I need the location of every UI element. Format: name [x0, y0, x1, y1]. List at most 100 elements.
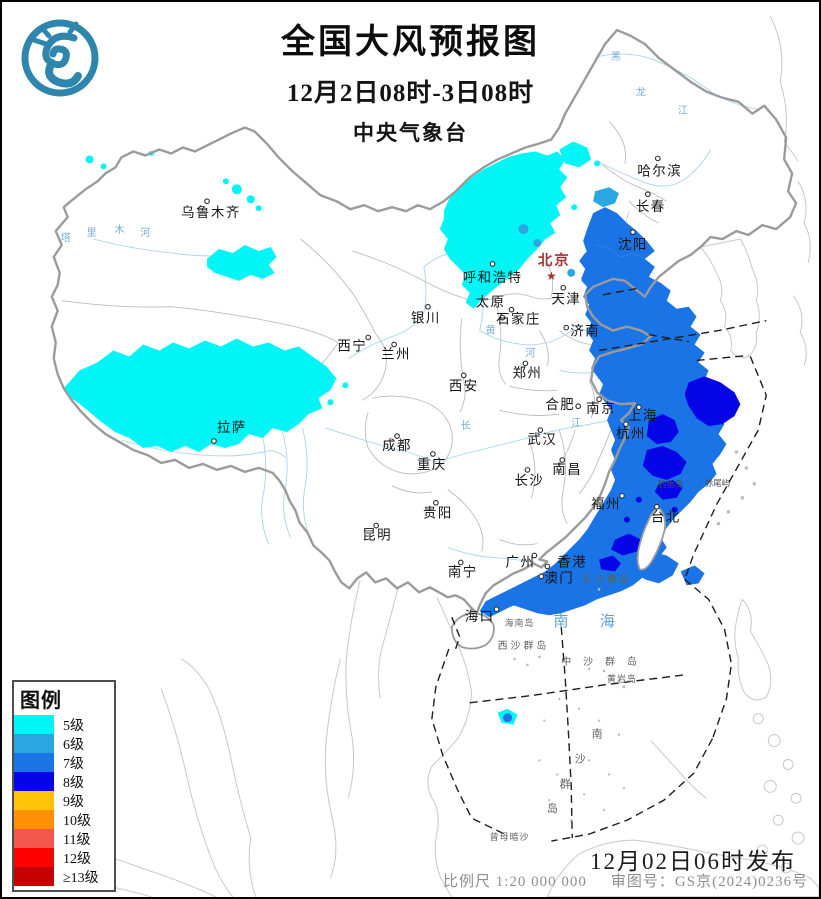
city-label: 福州: [591, 497, 621, 512]
legend-row: 9级: [14, 791, 114, 810]
city-label: 郑州: [513, 365, 543, 380]
sea-label: 钓鱼岛: [658, 479, 683, 489]
city-label: 成都: [382, 438, 412, 453]
legend-rows: 5级 6级 7级 8级 9级 10级 11级 12级 ≥13级: [14, 715, 114, 886]
city-label: 南宁: [448, 563, 478, 579]
wind-area-level5-neimenggu: [439, 151, 568, 309]
legend-color-swatch: [14, 810, 54, 829]
city-marker-dot: [522, 360, 529, 367]
city-marker-dot: [560, 284, 567, 291]
legend-label: 6级: [63, 737, 84, 753]
issued-time: 12月02日06时发布: [590, 849, 796, 874]
river-name-label: 江: [678, 105, 688, 117]
city-marker-dot: [544, 563, 551, 570]
map-approval-number: 审图号：GS京(2024)0236号: [610, 874, 809, 890]
sea-label: 南 海: [553, 613, 628, 630]
city-label: 武汉: [527, 432, 557, 447]
city-marker-dot: [654, 155, 661, 162]
city-marker-dot: [373, 522, 380, 529]
city-marker-dot: [425, 303, 431, 310]
legend-row: 12级: [14, 848, 114, 867]
city-label: 合肥: [545, 397, 575, 412]
city-marker-dot: [596, 396, 602, 403]
foreign-coastlines: [61, 15, 819, 897]
legend-color-swatch: [14, 848, 54, 867]
legend-label: 9级: [63, 794, 84, 810]
hainan-island: [450, 612, 495, 650]
river-name-label: 长: [461, 420, 471, 432]
city-label: 乌鲁木齐: [181, 205, 241, 220]
city-marker-dot: [645, 191, 651, 198]
city-label: 石家庄: [496, 311, 541, 327]
sea-label: 东沙群岛: [582, 573, 632, 585]
legend-color-swatch: [14, 791, 54, 810]
city-label: 天津: [551, 292, 581, 307]
city-label: 重庆: [417, 457, 447, 472]
city-label: 南京: [586, 401, 616, 416]
legend-label: 10级: [63, 813, 91, 829]
legend-row: ≥13级: [14, 867, 114, 886]
city-label: 兰州: [381, 346, 411, 361]
city-label: 长沙: [514, 473, 544, 488]
legend-label: 11级: [63, 832, 91, 848]
capital-star-marker: ★: [546, 269, 557, 283]
legend-label: ≥13级: [63, 870, 99, 886]
sea-label: 海南岛: [505, 617, 535, 628]
river-name-label: 江: [571, 417, 581, 429]
city-label: 银川: [411, 311, 441, 326]
city-label: 澳门: [544, 570, 574, 585]
city-marker-dot: [575, 403, 582, 410]
city-marker-dot: [430, 451, 436, 457]
thailand-interior: [345, 579, 399, 799]
city-marker-dot: [211, 438, 217, 444]
legend-label: 7级: [63, 756, 84, 772]
city-label: 杭州: [616, 426, 646, 441]
city-marker-dot: [524, 467, 531, 473]
city-marker-dot: [493, 606, 500, 613]
taiwan-island: [636, 506, 667, 571]
cma-logo: [18, 16, 102, 100]
sea-label: 群: [560, 776, 571, 790]
river-name-label: 木: [114, 224, 124, 236]
city-label: 长春: [636, 199, 666, 214]
legend-label: 12级: [63, 851, 91, 867]
city-label: 昆明: [362, 528, 392, 543]
city-marker-dot: [538, 573, 545, 580]
legend-color-swatch: [14, 734, 54, 753]
legend-row: 8级: [14, 772, 114, 791]
city-marker-dot: [489, 261, 496, 267]
wind-area-level5-qinghai: [206, 245, 277, 281]
sea-label: 西沙群岛: [498, 639, 550, 652]
legend-color-swatch: [14, 867, 54, 886]
sea-label: 沙: [575, 752, 586, 765]
legend-color-swatch: [14, 772, 54, 791]
legend-color-swatch: [14, 829, 54, 848]
korea-peninsula: [699, 238, 760, 359]
legend-title: 图例: [20, 690, 62, 712]
river-name-label: 黑: [611, 51, 621, 63]
sakhalin-coast: [769, 15, 799, 162]
legend-color-swatch: [14, 753, 54, 772]
city-label: 香港: [557, 554, 587, 569]
sea-label: 岛: [547, 801, 558, 815]
river-name-label: 塔: [61, 231, 71, 244]
city-marker-dot: [204, 198, 210, 205]
maritime-dashed-lines: [431, 287, 767, 842]
city-marker-dot: [394, 433, 400, 439]
river-name-label: 河: [525, 347, 535, 359]
city-label: 太原: [476, 295, 506, 310]
city-marker-dot: [499, 314, 506, 321]
city-label: 广州: [506, 554, 536, 569]
city-marker-dot: [619, 492, 625, 499]
city-label: 西安: [449, 378, 479, 393]
city-label: 济南: [570, 324, 600, 339]
city-marker-dot: [537, 427, 544, 433]
wind-area-level7-liaodong: [583, 207, 655, 259]
wind-area-level5-northeast: [559, 141, 592, 168]
japan-coast: [792, 181, 811, 366]
borneo-coast: [546, 839, 819, 897]
city-label: 拉萨: [217, 420, 247, 435]
